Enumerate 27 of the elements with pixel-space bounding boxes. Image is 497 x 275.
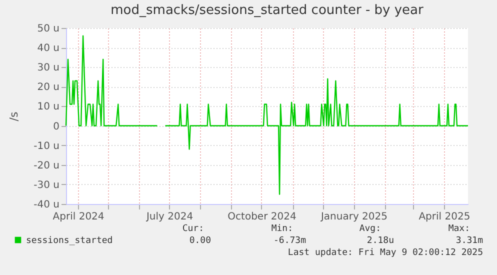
x-tick-label: January 2025 <box>320 212 388 222</box>
text: 0.00 <box>189 236 211 246</box>
text: Max: <box>448 224 470 234</box>
legend-label: sessions_started <box>26 236 113 246</box>
y-tick-label: -10 u <box>34 140 60 152</box>
y-tick-label: 0 <box>53 121 60 132</box>
text: Min: <box>271 224 293 234</box>
x-tick-label: July 2024 <box>145 212 194 222</box>
text: 3.31m <box>456 236 483 246</box>
y-tick-label: -40 u <box>34 200 60 210</box>
text: -6.73m <box>273 236 306 246</box>
text: Avg: <box>359 224 381 234</box>
x-tick-label: October 2024 <box>228 212 296 222</box>
y-axis-title: /s <box>8 112 21 122</box>
y-tick-label: 40 u <box>37 43 60 54</box>
y-tick-label: 10 u <box>37 102 60 113</box>
y-tick-label: 30 u <box>37 62 60 74</box>
text: Last update: Fri May 9 02:00:12 2025 <box>288 248 483 258</box>
y-tick-label: -30 u <box>34 180 60 191</box>
x-tick-label: April 2024 <box>52 212 104 222</box>
y-tick-label: 50 u <box>37 24 60 34</box>
y-tick-label: -20 u <box>34 160 60 172</box>
text: 2.18u <box>366 236 394 246</box>
x-tick-label: April 2025 <box>418 212 470 222</box>
text: Cur: <box>182 224 204 234</box>
chart-title: mod_smacks/sessions_started counter - by year <box>110 3 424 18</box>
y-tick-label: 20 u <box>37 82 60 94</box>
